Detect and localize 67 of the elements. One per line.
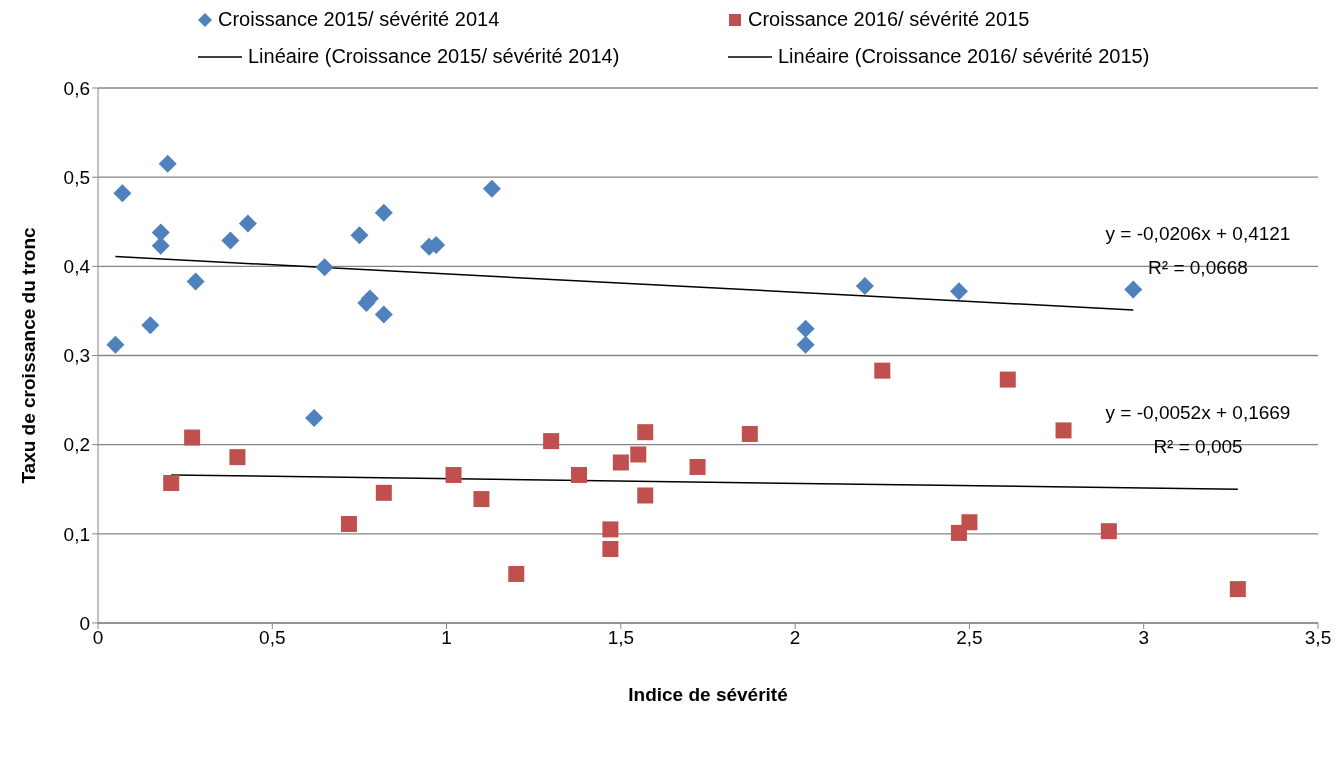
x-tick-label: 0,5 [259, 627, 286, 649]
x-tick-label: 3,5 [1304, 627, 1332, 649]
y-tick-label: 0,1 [63, 523, 90, 545]
point [158, 154, 177, 173]
legend-label: Linéaire (Croissance 2015/ sévérité 2014) [248, 45, 620, 68]
point [229, 449, 246, 466]
point [630, 446, 647, 463]
y-tick-label: 0,6 [63, 77, 90, 99]
point [874, 362, 891, 379]
point [602, 521, 619, 538]
point [151, 223, 170, 242]
legend-label: Croissance 2016/ sévérité 2015 [748, 8, 1030, 31]
x-axis-title: Indice de sévérité [628, 684, 788, 706]
legend-label: Linéaire (Croissance 2016/ sévérité 2015) [778, 45, 1150, 68]
y-tick-label: 0 [79, 612, 90, 634]
annotation: R² = 0,0668 [1148, 257, 1248, 279]
point [1055, 422, 1072, 439]
point [999, 371, 1016, 388]
point [221, 231, 240, 250]
point [796, 319, 815, 338]
y-axis-title: Taxu de croissance du tronc [17, 226, 39, 484]
point [1124, 280, 1143, 299]
point [374, 305, 393, 324]
y-tick-label: 0,4 [63, 256, 91, 278]
legend-label: Croissance 2015/ sévérité 2014 [218, 8, 500, 31]
point [949, 282, 968, 301]
point [186, 272, 205, 291]
point [1229, 581, 1246, 598]
point [637, 487, 654, 504]
point [473, 491, 490, 508]
y-tick-label: 0,3 [63, 345, 90, 367]
y-tick-label: 0,2 [63, 434, 90, 456]
point [113, 184, 132, 203]
x-tick-label: 1 [441, 627, 452, 649]
point [374, 203, 393, 222]
annotation: R² = 0,005 [1153, 436, 1243, 458]
point [1100, 523, 1117, 540]
x-tick-label: 1,5 [607, 627, 635, 649]
point [305, 408, 324, 427]
x-tick-label: 3 [1138, 627, 1149, 649]
point [184, 429, 201, 446]
x-tick-label: 2 [789, 627, 801, 649]
point [350, 226, 369, 245]
point [571, 466, 588, 483]
point [796, 335, 815, 354]
y-tick-label: 0,5 [63, 166, 90, 188]
point [141, 316, 160, 335]
point [855, 276, 874, 295]
x-tick-label: 2,5 [956, 627, 983, 649]
annotation: y = -0,0052x + 0,1669 [1105, 402, 1291, 424]
point [482, 179, 501, 198]
point [689, 458, 706, 475]
point [637, 424, 654, 441]
point [961, 514, 978, 531]
point [315, 258, 334, 277]
point [238, 214, 257, 233]
point [375, 484, 392, 501]
point [612, 454, 629, 471]
point [163, 475, 180, 492]
point [741, 425, 758, 442]
point [106, 335, 125, 354]
point [602, 540, 619, 557]
point [543, 433, 560, 450]
annotation: y = -0,0206x + 0,4121 [1105, 223, 1291, 245]
point [340, 516, 357, 533]
point [508, 565, 525, 582]
point [445, 466, 462, 483]
